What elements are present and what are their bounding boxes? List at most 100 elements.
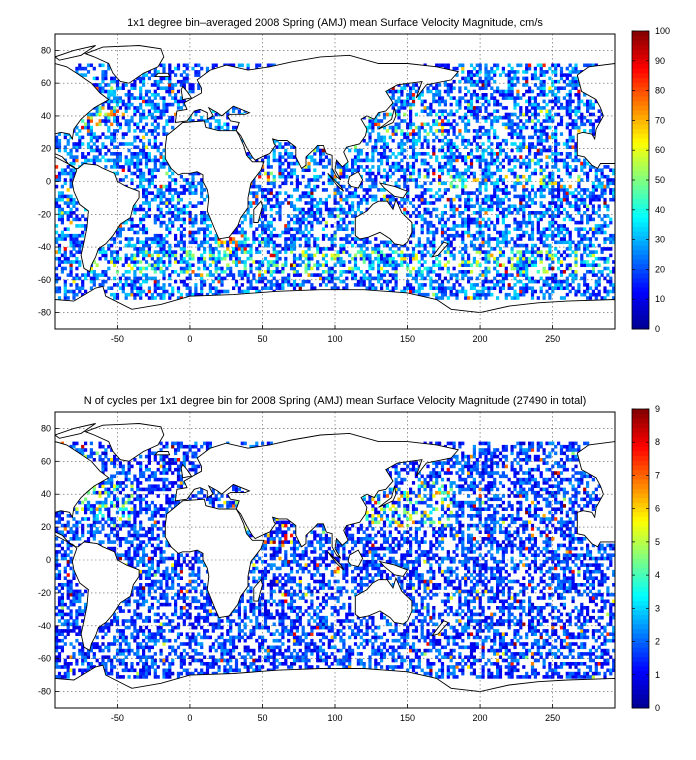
heatmap-cell [72, 276, 76, 281]
heatmap-cell [519, 142, 523, 146]
heatmap-cell [133, 112, 137, 117]
heatmap-cell [461, 211, 465, 215]
heatmap-cell [487, 174, 491, 179]
heatmap-cell [147, 247, 151, 251]
heatmap-cell [371, 194, 375, 199]
heatmap-cell [156, 283, 160, 287]
heatmap-cell [443, 292, 447, 297]
heatmap-cell [377, 243, 381, 248]
heatmap-cell [243, 214, 247, 218]
heatmap-cell [510, 122, 514, 127]
heatmap-cell [339, 207, 343, 212]
heatmap-cell [609, 191, 613, 195]
heatmap-cell [475, 148, 479, 153]
heatmap-cell [246, 279, 250, 284]
heatmap-cell [118, 279, 122, 284]
heatmap-cell [147, 250, 151, 254]
heatmap-cell [496, 240, 500, 245]
heatmap-cell [472, 204, 476, 208]
heatmap-cell [403, 135, 407, 140]
heatmap-cell [516, 263, 520, 267]
heatmap-cell [142, 207, 146, 212]
heatmap-cell [411, 197, 416, 202]
heatmap-cell [89, 112, 93, 117]
heatmap-cell [522, 161, 526, 166]
heatmap-cell [484, 119, 488, 123]
heatmap-cell [275, 286, 279, 290]
heatmap-cell [75, 224, 79, 228]
heatmap-cell [557, 256, 561, 261]
heatmap-cell [101, 253, 105, 258]
heatmap-cell [133, 161, 137, 166]
heatmap-cell [78, 250, 82, 254]
heatmap-cell [362, 243, 366, 248]
heatmap-cell [118, 122, 122, 127]
heatmap-cell [142, 129, 146, 133]
heatmap-cell [429, 279, 433, 284]
heatmap-cell [313, 204, 317, 208]
heatmap-cell [397, 247, 401, 251]
heatmap-cell [443, 224, 447, 228]
heatmap-cell [63, 201, 67, 205]
heatmap-cell [356, 207, 360, 212]
heatmap-cell [351, 168, 355, 172]
heatmap-cell [568, 174, 572, 179]
heatmap-cell [519, 109, 523, 113]
heatmap-cell [403, 260, 407, 264]
heatmap-cell [594, 292, 598, 297]
heatmap-cell [255, 250, 259, 254]
heatmap-cell [501, 115, 505, 120]
heatmap-cell [411, 266, 416, 271]
heatmap-cell [501, 220, 505, 225]
heatmap-cell [162, 161, 166, 166]
heatmap-cell [423, 283, 427, 287]
heatmap-cell [565, 240, 569, 245]
heatmap-cell [63, 283, 67, 287]
heatmap-cell [115, 115, 120, 120]
heatmap-cell [98, 152, 102, 156]
heatmap-cell [504, 122, 508, 127]
heatmap-cell [362, 253, 366, 258]
heatmap-cell [542, 148, 546, 153]
heatmap-cell [586, 171, 590, 176]
heatmap-cell [55, 204, 59, 208]
heatmap-cell [176, 89, 181, 94]
heatmap-cell [348, 184, 352, 189]
heatmap-cell [69, 181, 73, 186]
heatmap-cell [417, 286, 421, 290]
heatmap-cell [478, 214, 482, 218]
heatmap-cell [304, 165, 308, 169]
heatmap-cell [307, 256, 311, 261]
heatmap-cell [548, 171, 552, 176]
heatmap-cell [565, 188, 569, 192]
heatmap-cell [165, 106, 169, 110]
heatmap-cell [574, 247, 578, 251]
heatmap-cell [530, 237, 535, 241]
heatmap-cell [565, 211, 569, 215]
heatmap-cell [217, 122, 221, 127]
heatmap-cell [182, 270, 186, 274]
heatmap-cell [147, 181, 151, 186]
heatmap-cell [559, 158, 564, 163]
heatmap-cell [84, 289, 88, 294]
heatmap-cell [353, 276, 358, 281]
heatmap-cell [469, 270, 474, 274]
heatmap-cell [153, 161, 157, 166]
heatmap-cell [92, 76, 96, 81]
heatmap-cell [400, 99, 404, 104]
heatmap-cell [153, 266, 157, 271]
heatmap-cell [333, 243, 337, 248]
heatmap-cell [127, 227, 131, 231]
heatmap-cell [66, 233, 70, 238]
heatmap-cell [513, 283, 517, 287]
heatmap-cell [475, 96, 479, 100]
heatmap-cell [487, 79, 491, 84]
heatmap-cell [583, 204, 587, 208]
heatmap-cell [591, 230, 595, 235]
heatmap-cell [406, 263, 410, 267]
heatmap-cell [174, 73, 178, 77]
heatmap-cell [304, 224, 308, 228]
heatmap-cell [75, 266, 79, 271]
heatmap-cell [234, 256, 239, 261]
heatmap-cell [612, 296, 616, 300]
